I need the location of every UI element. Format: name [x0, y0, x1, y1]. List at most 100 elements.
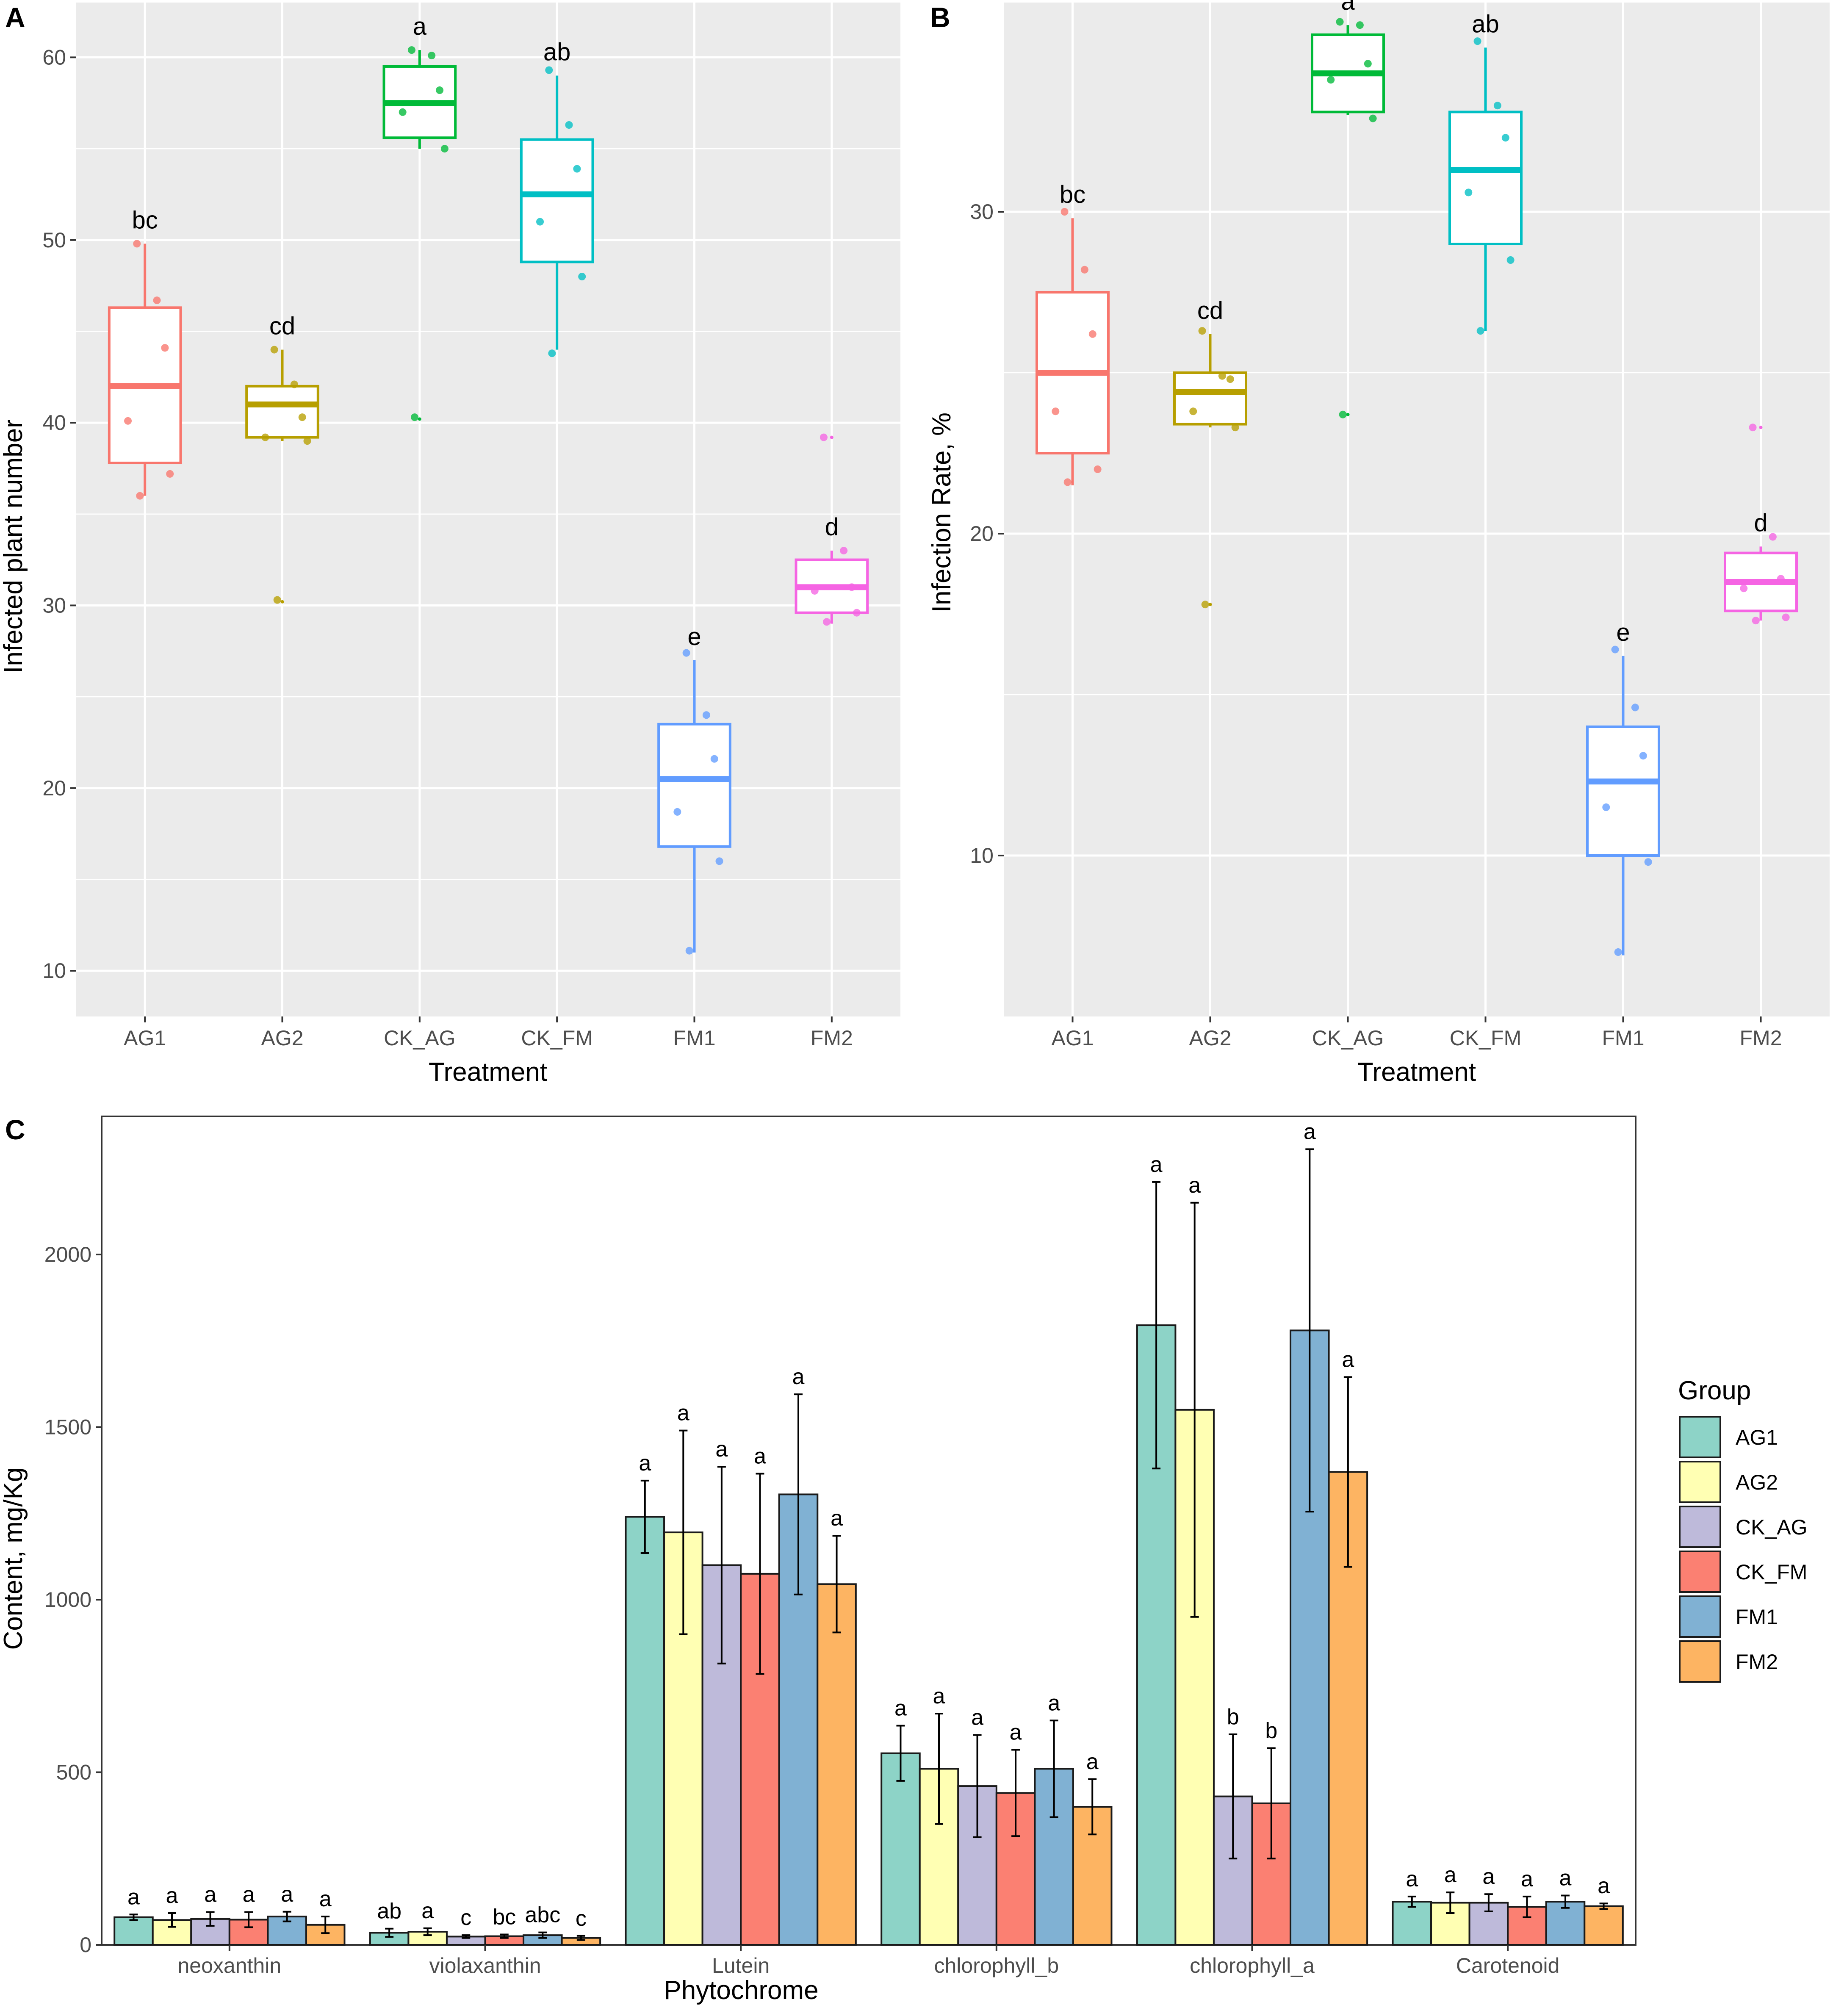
jitter-point [823, 618, 831, 626]
outlier-point [418, 417, 421, 421]
panel-a-y-tick-label: 60 [42, 45, 66, 69]
panel-b-x-title: Treatment [1357, 1058, 1476, 1087]
bar-fm2-lutein [817, 1583, 857, 1946]
panel-a-y-tick-label: 20 [42, 776, 66, 800]
jitter-point [820, 433, 828, 441]
panel-a-sig-letter: e [687, 623, 701, 651]
legend-swatch-ag1 [1679, 1416, 1721, 1458]
panel-c-plot-area [101, 1116, 1636, 1946]
panel-a-y-tick-label: 10 [42, 959, 66, 983]
panel-a-x-tick-label: AG2 [261, 1026, 303, 1050]
jitter-point [161, 344, 169, 352]
jitter-point [1088, 330, 1096, 338]
jitter-point [1602, 803, 1610, 811]
jitter-point [1473, 37, 1481, 45]
panel-a-sig-letter: a [413, 13, 427, 40]
panel-c-sig-letter: ab [377, 1899, 401, 1924]
jitter-point [1639, 752, 1647, 760]
jitter-point [853, 609, 861, 617]
legend-label-ck_fm: CK_FM [1736, 1560, 1807, 1584]
jitter-point [578, 273, 586, 281]
jitter-point [1465, 188, 1473, 197]
panel-c-sig-letter: a [1086, 1750, 1099, 1774]
panel-a-box-ag1 [108, 240, 182, 500]
panel-c-y-title: Content, mg/Kg [0, 1468, 28, 1650]
jitter-point [1752, 617, 1760, 625]
panel-a-plot-area [76, 3, 900, 1016]
panel-c-y-tick-label: 500 [56, 1761, 91, 1784]
jitter-point [548, 349, 556, 357]
panel-a-x-title: Treatment [429, 1058, 547, 1087]
panel-c-sig-letter: a [1150, 1152, 1163, 1177]
jitter-point [1080, 266, 1088, 274]
legend-label-ck_ag: CK_AG [1736, 1515, 1808, 1539]
panel-a-y-title: Infected plant number [0, 419, 28, 673]
panel-c-sig-letter: a [933, 1684, 945, 1709]
panel-c-sig-letter: a [421, 1899, 434, 1923]
panel-a-tag: A [5, 2, 25, 33]
jitter-point [1198, 327, 1206, 335]
panel-a-box-fm2 [795, 433, 869, 626]
panel-c-sig-letter: a [204, 1883, 216, 1907]
panel-c-sig-letter: a [894, 1696, 907, 1720]
panel-b-x-tick-label: AG1 [1051, 1026, 1094, 1050]
jitter-point [1063, 478, 1072, 486]
jitter-point [682, 649, 690, 657]
jitter-point [1506, 256, 1515, 264]
jitter-point [1231, 424, 1239, 432]
jitter-point [1369, 114, 1377, 122]
panel-c-y-tick-label: 0 [80, 1933, 91, 1957]
panel-a-box-fm1 [657, 649, 731, 955]
iqr-box [520, 138, 594, 263]
legend-label-fm2: FM2 [1736, 1650, 1778, 1674]
panel-a-sig-letter: cd [269, 313, 295, 340]
bar-ag1-chlorophyll_b [881, 1752, 921, 1946]
outlier-point [830, 435, 833, 439]
panel-a-boxplot: 10 20 30 40 50 60 bc AG1 cd AG2 a CK_AG ab CK_FM e FM1 d… [42, 3, 900, 1050]
jitter-point [573, 165, 581, 173]
legend-swatch-ck_ag [1679, 1506, 1721, 1548]
panel-b-x-tick-label: AG2 [1189, 1026, 1231, 1050]
panel-c-sig-letter: a [319, 1887, 332, 1911]
jitter-point [715, 857, 723, 865]
panel-c-x-title: Phytochrome [664, 1976, 818, 2005]
panel-b-box-ag2 [1173, 327, 1247, 609]
panel-c-sig-letter: a [792, 1365, 805, 1389]
panel-c-sig-letter: a [1304, 1119, 1316, 1144]
panel-b-sig-letter: e [1616, 619, 1630, 646]
panel-b-tag: B [930, 2, 950, 33]
panel-a-x-tick-label: CK_AG [384, 1026, 456, 1050]
bar-ag2-lutein [663, 1531, 703, 1946]
panel-c-sig-letter: a [1188, 1173, 1201, 1198]
panel-c-sig-letter: a [1598, 1874, 1610, 1898]
panel-c-sig-letter: abc [525, 1903, 560, 1927]
jitter-point [303, 437, 311, 445]
jitter-point [1631, 703, 1639, 712]
jitter-point [153, 296, 161, 305]
jitter-point [273, 596, 281, 604]
jitter-point [702, 711, 710, 719]
jitter-point [1749, 424, 1757, 432]
jitter-point [1501, 134, 1509, 142]
panel-a-box-ck_fm [520, 66, 594, 357]
panel-c-x-tick-label: violaxanthin [429, 1954, 541, 1977]
jitter-point [436, 86, 444, 94]
jitter-point [124, 417, 132, 425]
legend-label-ag1: AG1 [1736, 1426, 1778, 1449]
panel-c-y-tick-label: 2000 [44, 1243, 91, 1266]
jitter-point [848, 583, 856, 591]
jitter-point [1476, 327, 1484, 335]
panel-a-sig-letter: ab [543, 39, 571, 66]
jitter-point [1060, 208, 1069, 216]
jitter-point [298, 413, 306, 421]
jitter-point [1364, 60, 1372, 68]
jitter-point [710, 755, 718, 763]
panel-c-sig-letter: a [281, 1882, 293, 1907]
panel-c-legend: Group AG1 AG2 CK_AG CK_FM FM1 FM2 [1678, 1376, 1808, 1683]
panel-c-sig-letter: a [831, 1506, 843, 1531]
jitter-point [411, 413, 419, 421]
legend-swatch-fm1 [1679, 1595, 1721, 1638]
bar-ag1-neoxanthin [114, 1916, 154, 1946]
jitter-point [1740, 584, 1748, 593]
panel-c-y-tick-label: 1000 [44, 1588, 91, 1612]
